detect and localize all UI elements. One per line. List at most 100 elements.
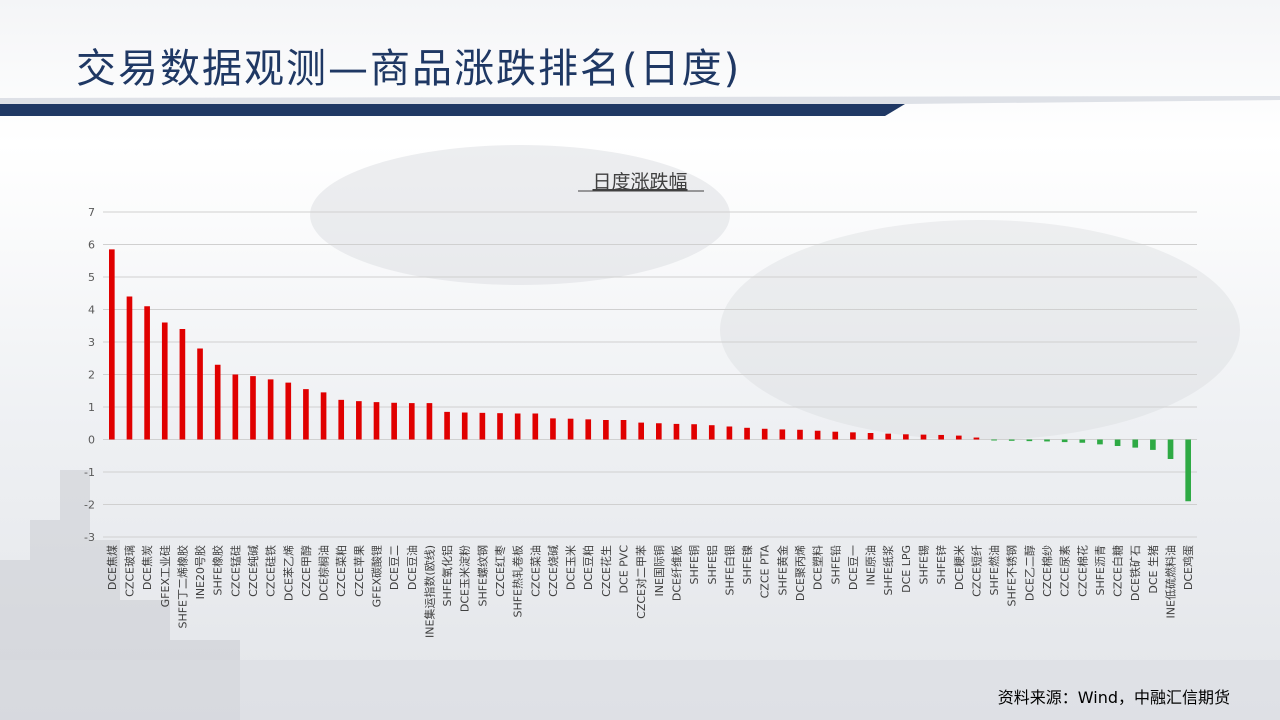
x-tick-label: INE原油	[864, 545, 878, 585]
x-tick-label: DCE LPG	[900, 545, 913, 593]
bar	[655, 423, 662, 440]
x-tick-label: DCE鸡蛋	[1181, 545, 1195, 590]
bar	[426, 403, 433, 440]
x-tick-label: SHFE沥青	[1094, 545, 1107, 596]
x-tick-label: CZCE花生	[599, 545, 613, 597]
x-tick-label: DCE豆二	[388, 545, 401, 590]
x-tick-label: DCE塑料	[811, 545, 825, 590]
x-tick-label: GFEX工业硅	[159, 545, 172, 607]
y-tick-label: -2	[84, 499, 95, 512]
bar	[673, 423, 680, 440]
bar	[126, 296, 133, 440]
x-tick-label: CZCE棉纱	[1040, 545, 1054, 597]
x-tick-label: SHFE螺纹钢	[475, 545, 489, 607]
x-tick-label: SHFE铝	[705, 545, 719, 585]
bar	[232, 374, 239, 440]
y-tick-label: 1	[88, 401, 95, 414]
x-tick-label: SHFE燃油	[987, 545, 1001, 596]
x-tick-label: SHFE铜	[687, 545, 701, 585]
y-tick-label: 7	[88, 206, 95, 219]
x-tick-label: CZCE红枣	[494, 545, 507, 597]
bar	[1008, 439, 1015, 441]
x-tick-label: SHFE锌	[934, 545, 948, 585]
chart-title: 日度涨跌幅	[592, 171, 687, 193]
x-tick-label: SHFE镍	[740, 545, 754, 585]
x-tick-label: SHFE铅	[828, 545, 842, 585]
y-tick-label: -3	[84, 531, 95, 544]
x-tick-label: DCE PVC	[618, 545, 631, 594]
bar	[356, 401, 362, 440]
bar	[1044, 439, 1050, 442]
x-tick-label: DCE 生猪	[1146, 545, 1160, 594]
x-tick-label: CZCE玻璃	[122, 545, 136, 597]
source-note: 资料来源：Wind，中融汇信期货	[997, 688, 1230, 707]
bar	[973, 437, 980, 440]
bar	[585, 419, 592, 440]
x-tick-label: CZCE菜油	[528, 545, 542, 597]
bar	[620, 420, 627, 440]
x-tick-label: SHFE纸浆	[881, 545, 895, 596]
bar	[938, 434, 944, 440]
x-tick-label: INE国际铜	[652, 545, 666, 596]
bar	[761, 428, 768, 440]
x-tick-label: CZCE尿素	[1059, 545, 1072, 597]
x-tick-label: DCE焦煤	[106, 545, 119, 590]
x-tick-label: DCE玉米淀粉	[458, 545, 472, 612]
bar	[885, 433, 892, 440]
x-tick-label: SHFE锡	[917, 545, 931, 585]
bar	[285, 382, 292, 440]
y-tick-label: 0	[88, 434, 95, 447]
bottom-floor-band	[0, 660, 1280, 720]
x-tick-label: CZCE对二甲苯	[634, 545, 648, 619]
bar	[691, 424, 697, 440]
bar	[391, 402, 397, 440]
bar	[603, 420, 609, 440]
bar	[267, 379, 274, 440]
bar	[850, 432, 856, 440]
bar	[955, 435, 962, 440]
y-tick-label: 4	[88, 304, 95, 317]
x-tick-label: CZCE白糖	[1111, 545, 1125, 597]
x-tick-label: CZCE棉花	[1075, 545, 1089, 597]
x-tick-label: SHFE橡胶	[211, 545, 225, 596]
bar	[832, 431, 839, 440]
bar	[497, 413, 503, 440]
x-tick-label: SHFE热轧卷板	[511, 545, 525, 618]
bar	[514, 413, 521, 440]
bar	[550, 418, 556, 440]
x-tick-label: SHFE白银	[722, 545, 736, 596]
x-tick-label: INE20号胶	[193, 545, 207, 599]
x-tick-label: DCE铁矿石	[1129, 545, 1142, 601]
world-map-shape	[720, 220, 1240, 440]
bar	[867, 433, 874, 440]
bar	[1061, 439, 1068, 443]
bar	[214, 364, 221, 440]
x-tick-label: CZCE苹果	[352, 545, 366, 597]
x-tick-label: CZCE PTA	[759, 545, 772, 599]
x-tick-label: DCE粳米	[952, 545, 966, 590]
x-tick-label: DCE聚丙烯	[794, 545, 807, 601]
x-tick-label: GFEX碳酸锂	[370, 545, 384, 607]
bar	[179, 329, 186, 440]
x-tick-label: INE集运指数(欧线)	[422, 545, 436, 638]
x-tick-label: DCE豆粕	[581, 545, 595, 590]
bar	[1026, 439, 1033, 442]
page-title: 交易数据观测—商品涨跌排名(日度)	[76, 46, 742, 92]
y-tick-label: 2	[88, 369, 95, 382]
bar	[797, 429, 803, 440]
city-skyline-silhouette	[0, 470, 240, 720]
bar	[1132, 439, 1139, 448]
x-tick-label: INE低硫燃料油	[1164, 545, 1178, 618]
bar	[197, 348, 203, 440]
title-underline-band	[0, 104, 905, 116]
x-tick-label: CZCE纯碱	[247, 545, 260, 597]
bar	[408, 403, 415, 440]
x-tick-label: DCE焦炭	[141, 545, 154, 590]
x-tick-label: SHFE氧化铝	[440, 545, 454, 607]
x-tick-label: DCE苯乙烯	[281, 545, 295, 601]
bar	[1097, 439, 1103, 445]
x-tick-label: CZCE锰硅	[228, 545, 242, 597]
bar	[708, 425, 715, 440]
x-tick-label: DCE玉米	[565, 545, 578, 590]
